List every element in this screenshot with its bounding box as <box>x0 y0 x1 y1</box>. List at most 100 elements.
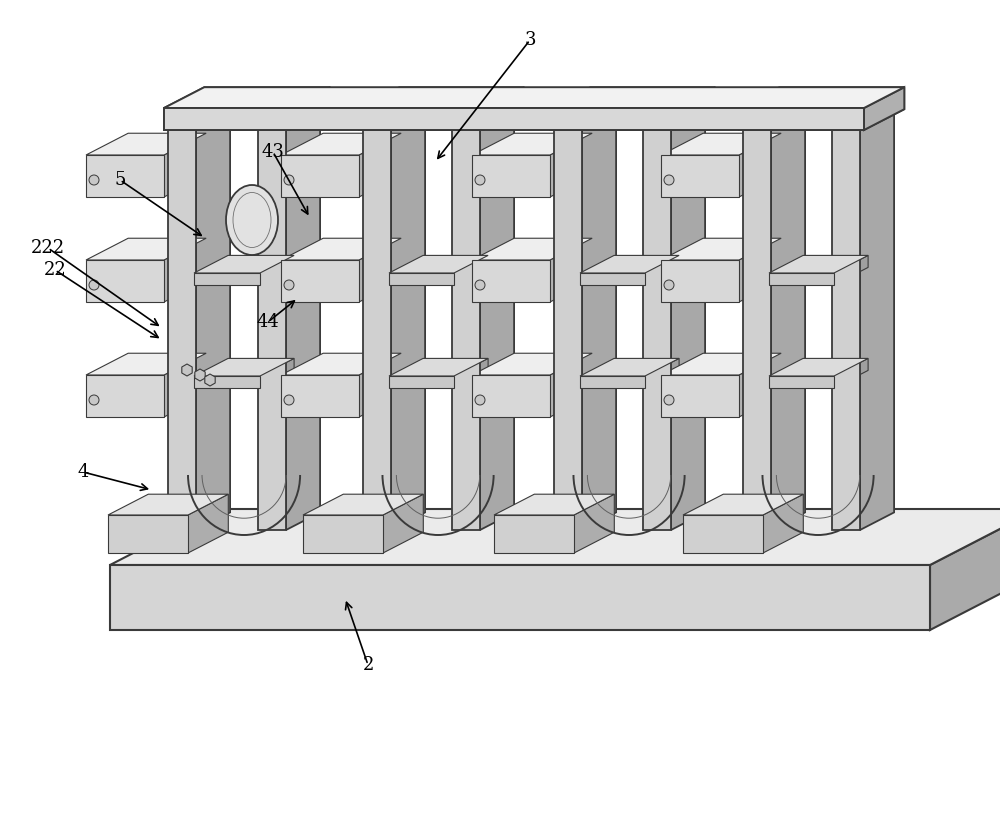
Polygon shape <box>454 359 488 388</box>
Circle shape <box>664 395 674 405</box>
Polygon shape <box>164 87 330 108</box>
Polygon shape <box>303 515 383 553</box>
Circle shape <box>89 175 99 185</box>
Polygon shape <box>580 359 679 376</box>
Polygon shape <box>164 239 206 302</box>
Circle shape <box>89 280 99 290</box>
Polygon shape <box>194 376 260 388</box>
Circle shape <box>89 395 99 405</box>
Polygon shape <box>683 494 803 515</box>
Polygon shape <box>164 108 864 130</box>
Polygon shape <box>194 255 294 273</box>
Polygon shape <box>194 273 260 285</box>
Polygon shape <box>554 130 582 530</box>
Polygon shape <box>864 87 904 130</box>
Polygon shape <box>860 113 894 530</box>
Polygon shape <box>363 113 425 130</box>
Circle shape <box>284 280 294 290</box>
Polygon shape <box>359 354 401 417</box>
Circle shape <box>284 395 294 405</box>
Polygon shape <box>164 108 290 130</box>
Polygon shape <box>86 260 164 302</box>
Circle shape <box>475 395 485 405</box>
Text: 2: 2 <box>362 656 374 674</box>
Text: 43: 43 <box>262 143 284 161</box>
Circle shape <box>664 175 674 185</box>
Polygon shape <box>769 273 834 285</box>
Polygon shape <box>164 87 904 108</box>
Text: 222: 222 <box>31 239 65 257</box>
Text: 44: 44 <box>257 313 279 331</box>
Polygon shape <box>645 359 679 388</box>
Polygon shape <box>452 130 480 530</box>
Polygon shape <box>454 255 488 285</box>
Polygon shape <box>359 87 524 108</box>
Ellipse shape <box>226 185 278 255</box>
Polygon shape <box>281 375 359 417</box>
Polygon shape <box>164 134 206 197</box>
Polygon shape <box>580 273 645 285</box>
Polygon shape <box>168 113 230 130</box>
Polygon shape <box>359 108 484 130</box>
Polygon shape <box>769 359 868 376</box>
Polygon shape <box>771 113 805 530</box>
Circle shape <box>664 280 674 290</box>
Polygon shape <box>743 130 771 530</box>
Polygon shape <box>258 130 286 530</box>
Polygon shape <box>864 87 904 130</box>
Polygon shape <box>661 155 739 197</box>
Polygon shape <box>452 113 514 130</box>
Circle shape <box>475 280 485 290</box>
Polygon shape <box>683 515 763 553</box>
Polygon shape <box>671 113 705 530</box>
Polygon shape <box>281 239 401 260</box>
Circle shape <box>475 175 485 185</box>
Circle shape <box>284 175 294 185</box>
Polygon shape <box>363 130 391 530</box>
Polygon shape <box>675 87 715 130</box>
Polygon shape <box>484 87 524 130</box>
Polygon shape <box>739 239 781 302</box>
Polygon shape <box>582 113 616 530</box>
Text: 22: 22 <box>44 261 66 279</box>
Polygon shape <box>389 359 488 376</box>
Polygon shape <box>359 134 401 197</box>
Polygon shape <box>550 239 592 302</box>
Polygon shape <box>645 255 679 285</box>
Polygon shape <box>554 113 616 130</box>
Polygon shape <box>290 87 330 130</box>
Polygon shape <box>303 494 423 515</box>
Polygon shape <box>86 375 164 417</box>
Polygon shape <box>281 134 401 155</box>
Polygon shape <box>494 515 574 553</box>
Polygon shape <box>281 260 359 302</box>
Polygon shape <box>769 376 834 388</box>
Polygon shape <box>739 134 781 197</box>
Polygon shape <box>260 359 294 388</box>
Polygon shape <box>643 130 671 530</box>
Polygon shape <box>188 494 228 553</box>
Text: 4: 4 <box>77 463 89 481</box>
Polygon shape <box>739 87 904 108</box>
Polygon shape <box>472 155 550 197</box>
Polygon shape <box>86 134 206 155</box>
Polygon shape <box>108 515 188 553</box>
Polygon shape <box>389 273 454 285</box>
Polygon shape <box>108 494 228 515</box>
Polygon shape <box>472 239 592 260</box>
Polygon shape <box>580 255 679 273</box>
Polygon shape <box>110 509 1000 565</box>
Polygon shape <box>258 113 320 130</box>
Polygon shape <box>739 108 864 130</box>
Polygon shape <box>86 239 206 260</box>
Polygon shape <box>550 134 592 197</box>
Text: 3: 3 <box>524 31 536 49</box>
Polygon shape <box>194 359 294 376</box>
Polygon shape <box>389 376 454 388</box>
Polygon shape <box>739 354 781 417</box>
Polygon shape <box>661 134 781 155</box>
Polygon shape <box>86 155 164 197</box>
Polygon shape <box>574 494 614 553</box>
Polygon shape <box>661 354 781 375</box>
Polygon shape <box>643 113 705 130</box>
